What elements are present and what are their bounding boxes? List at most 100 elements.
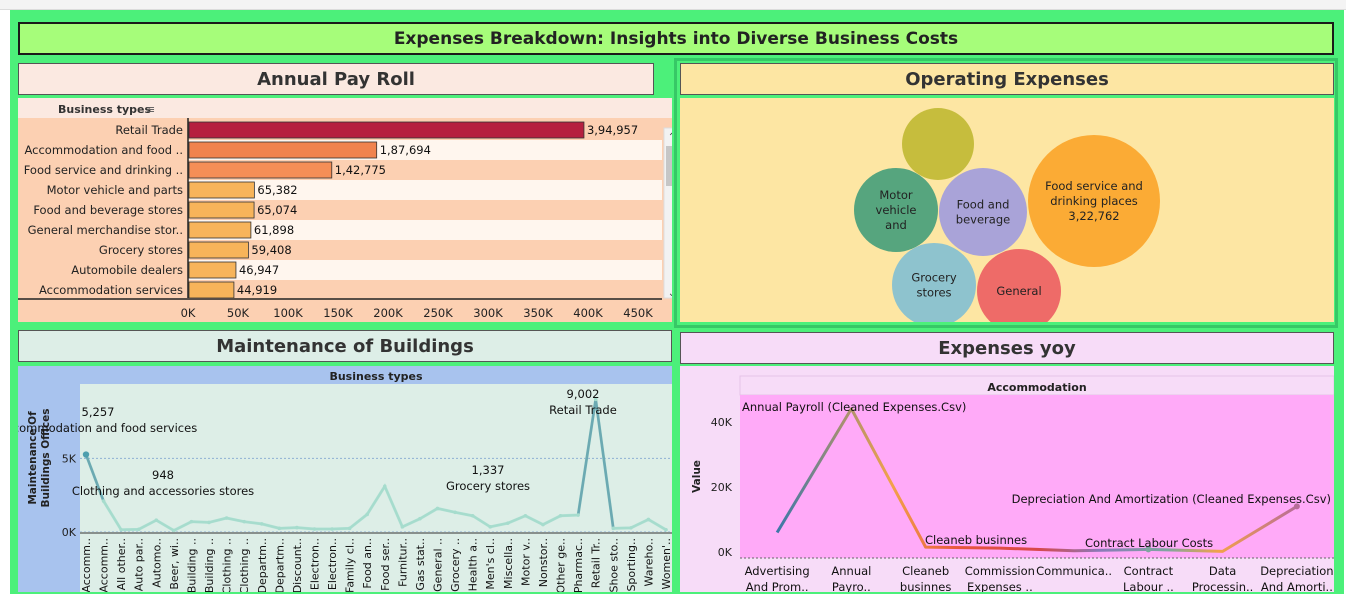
maint-x-tick: Discount..	[291, 538, 304, 592]
maint-point	[207, 520, 211, 525]
yoy-y-label: Value	[691, 460, 703, 493]
payroll-label-bg	[18, 280, 188, 298]
maint-point	[453, 510, 457, 515]
maint-annotation-text: Grocery stores	[446, 479, 530, 493]
maint-point	[593, 397, 598, 402]
bubble-label: vehicle	[876, 203, 917, 217]
bubble-label: stores	[916, 286, 951, 300]
maint-point	[435, 506, 440, 511]
maint-x-tick: Beer, wi..	[168, 538, 181, 590]
maint-x-tick: Auto par..	[133, 538, 146, 591]
payroll-label-bg	[18, 240, 188, 260]
payroll-category-label: Food and beverage stores	[33, 203, 183, 217]
payroll-x-tick: 150K	[323, 306, 353, 320]
scroll-down-icon: ⌄	[668, 288, 672, 299]
bubble	[892, 243, 976, 327]
yoy-y-tick: 20K	[711, 481, 733, 494]
maint-point	[330, 527, 334, 531]
yoy-annotation: Annual Payroll (Cleaned Expenses.Csv)	[742, 400, 966, 414]
maintenance-panel: Business types 5K 0K Maintenance OfBuilding…	[0, 366, 673, 594]
payroll-category-label: Accommodation and food ..	[25, 143, 184, 157]
payroll-x-tick: 250K	[423, 306, 453, 320]
yoy-x-tick: Processin..	[1192, 580, 1253, 592]
payroll-bar	[188, 121, 585, 139]
bubble-label: beverage	[956, 213, 1010, 227]
payroll-bar-label: 1,42,775	[335, 163, 386, 177]
yoy-point	[1293, 503, 1300, 510]
maint-x-tick: Food an..	[361, 538, 374, 589]
yoy-line	[775, 407, 1298, 553]
bubble	[902, 108, 974, 180]
yoy-y-tick: 0K	[718, 546, 733, 559]
maint-point	[347, 526, 352, 531]
maint-annotation-value: 948	[152, 468, 174, 482]
maint-first-line	[84, 454, 105, 502]
payroll-axis-bg	[18, 300, 672, 322]
bubble-label: General	[996, 284, 1041, 298]
maint-x-tick: Food ser..	[379, 538, 392, 591]
payroll-rows: Retail Trade 3,94,957 Accommodation and fo…	[18, 120, 662, 298]
bubble-label: drinking places	[1050, 194, 1138, 208]
yoy-title: Expenses yoy	[680, 332, 1334, 364]
maint-x-tick: Wareho..	[642, 538, 655, 586]
yoy-panel: Accommodation 0K 20K 40K Value Annual Payroll…	[680, 366, 1335, 594]
payroll-x-tick: 450K	[623, 306, 653, 320]
payroll-header-bg	[18, 98, 672, 118]
payroll-bar-label: 61,898	[254, 223, 294, 237]
yoy-x-tick: businnes	[900, 580, 951, 592]
maint-x-tick: Accomm..	[98, 538, 111, 592]
maint-line	[84, 399, 667, 532]
yoy-x-tick: Cleaneb	[902, 564, 949, 578]
payroll-bar	[188, 281, 235, 298]
maint-y-label: Maintenance OfBuildings Offices	[27, 409, 52, 508]
maint-x-tick: Building ..	[185, 538, 198, 592]
operating-outer	[674, 58, 1338, 328]
payroll-bar-label: 44,919	[237, 283, 277, 297]
maint-xaxis-bg	[80, 532, 672, 592]
maintenance-chart: Business types 5K 0K Maintenance OfBuilding…	[0, 366, 673, 594]
maint-point	[365, 512, 370, 517]
payroll-scroll-thumb	[666, 146, 678, 186]
yoy-x-tick: Data	[1209, 564, 1236, 578]
yoy-x-tick: Expenses ..	[967, 580, 1033, 592]
maint-x-tick: Shoe sto..	[607, 538, 620, 592]
maint-x-tick: Departm..	[273, 538, 286, 592]
maint-point	[506, 521, 510, 525]
maint-y-tick: 5K	[62, 452, 77, 465]
payroll-label-bg	[18, 260, 188, 280]
payroll-x-tick: 400K	[573, 306, 603, 320]
maint-point	[312, 527, 317, 531]
payroll-bar	[188, 241, 249, 259]
maint-x-tick: Health a..	[467, 538, 480, 591]
maint-x-tick: Nonstor..	[537, 538, 550, 587]
maint-point	[558, 513, 563, 518]
maint-x-tick: Electron..	[308, 538, 321, 590]
maint-point	[259, 522, 264, 526]
maint-point	[382, 484, 387, 489]
maint-point	[101, 499, 106, 503]
yoy-x-tick: And Prom..	[746, 580, 809, 592]
maint-point	[646, 517, 651, 522]
operating-panel: Motor vehicle and Food and beverage Food serv…	[680, 98, 1334, 333]
maint-point-highlight	[82, 451, 90, 458]
maint-annotation-value: 5,257	[82, 405, 115, 419]
bubble	[1028, 135, 1160, 267]
maint-point	[523, 513, 528, 518]
payroll-bar	[188, 161, 333, 179]
payroll-label-bg	[18, 140, 188, 160]
maint-x-tick: Other ge..	[555, 538, 568, 592]
payroll-label-bg	[18, 180, 188, 200]
maint-x-tick: Family cl..	[344, 538, 357, 592]
maint-x-tick: Motor v..	[519, 538, 532, 586]
top-strip	[0, 0, 1346, 10]
yoy-x-tick: And Amorti..	[1261, 580, 1333, 592]
payroll-title: Annual Pay Roll	[18, 63, 654, 95]
yoy-x-tick: Depreciation	[1260, 564, 1333, 578]
payroll-bar	[188, 261, 237, 279]
maint-x-tick: Clothing ..	[221, 538, 234, 592]
maint-x-tick: Electron..	[326, 538, 339, 590]
maint-point	[629, 526, 633, 530]
payroll-row-bg	[188, 260, 662, 280]
maint-point	[189, 519, 194, 524]
